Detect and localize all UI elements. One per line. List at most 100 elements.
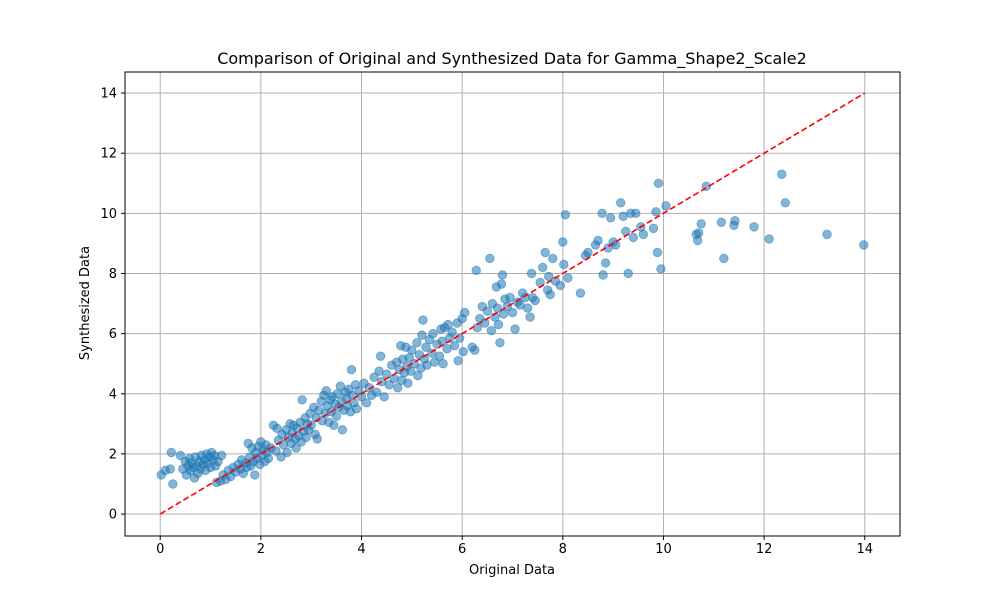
data-point bbox=[165, 464, 175, 474]
data-point bbox=[719, 253, 729, 264]
data-point bbox=[559, 259, 569, 270]
data-point bbox=[482, 306, 493, 316]
y-tick-label: 10 bbox=[100, 207, 117, 222]
data-point bbox=[443, 319, 453, 330]
data-point bbox=[555, 280, 566, 291]
data-point bbox=[544, 271, 554, 282]
reference-line bbox=[159, 92, 866, 515]
y-tick-label: 6 bbox=[109, 327, 117, 342]
y-tick-label: 8 bbox=[109, 267, 117, 282]
data-point bbox=[730, 216, 740, 226]
data-point bbox=[351, 404, 362, 414]
data-point bbox=[656, 264, 666, 274]
data-point bbox=[471, 265, 481, 276]
data-point bbox=[458, 346, 468, 357]
data-point bbox=[361, 398, 372, 408]
data-point bbox=[417, 330, 427, 340]
y-axis-label: Synthesized Data bbox=[78, 246, 93, 360]
data-points bbox=[156, 169, 869, 489]
data-point bbox=[526, 268, 537, 279]
data-point bbox=[381, 369, 392, 379]
data-point bbox=[447, 327, 457, 337]
x-tick-label: 8 bbox=[559, 542, 567, 557]
data-point bbox=[764, 234, 774, 244]
x-tick-label: 14 bbox=[856, 542, 873, 557]
data-point bbox=[346, 365, 357, 375]
data-point bbox=[384, 380, 394, 390]
data-point bbox=[403, 378, 413, 388]
data-point bbox=[434, 351, 445, 361]
data-point bbox=[438, 358, 448, 369]
data-point bbox=[412, 337, 422, 348]
data-point bbox=[623, 268, 633, 279]
y-tick-label: 14 bbox=[100, 87, 117, 102]
data-point bbox=[496, 279, 507, 289]
y-tick-label: 0 bbox=[109, 508, 117, 523]
data-point bbox=[470, 345, 480, 355]
data-point bbox=[250, 470, 260, 480]
data-point bbox=[610, 240, 621, 250]
data-point bbox=[329, 420, 339, 431]
data-point bbox=[505, 292, 515, 303]
data-point bbox=[493, 319, 504, 330]
data-point bbox=[486, 325, 497, 336]
data-point bbox=[449, 340, 460, 351]
data-point bbox=[661, 201, 671, 211]
x-tick-label: 0 bbox=[156, 542, 164, 557]
chart-title: Comparison of Original and Synthesized D… bbox=[217, 49, 807, 69]
data-point bbox=[166, 447, 176, 458]
data-point bbox=[331, 411, 342, 422]
data-point bbox=[375, 351, 386, 361]
data-point bbox=[653, 178, 664, 188]
data-point bbox=[652, 247, 663, 258]
data-point bbox=[530, 295, 540, 306]
data-point bbox=[507, 307, 518, 318]
data-point bbox=[272, 423, 282, 434]
data-point bbox=[337, 425, 348, 435]
data-point bbox=[605, 213, 616, 223]
data-point bbox=[558, 237, 568, 247]
data-point bbox=[593, 235, 603, 246]
data-point bbox=[454, 333, 465, 343]
data-point bbox=[263, 453, 274, 464]
data-point bbox=[522, 303, 533, 313]
data-point bbox=[575, 288, 586, 298]
data-point bbox=[537, 262, 548, 273]
data-point bbox=[428, 328, 438, 339]
data-point bbox=[379, 392, 389, 402]
data-point bbox=[548, 253, 558, 264]
data-point bbox=[600, 258, 611, 268]
data-point bbox=[459, 307, 470, 318]
data-point bbox=[777, 169, 787, 179]
data-point bbox=[583, 247, 593, 258]
data-point bbox=[749, 222, 759, 232]
data-point bbox=[563, 273, 573, 283]
data-point bbox=[525, 312, 535, 322]
x-tick-label: 10 bbox=[655, 542, 672, 557]
data-point bbox=[822, 229, 832, 240]
data-point bbox=[560, 210, 571, 220]
axis-ticks: 0 2 4 6 8 10 12 14 0 2 4 6 8 10 12 14 bbox=[100, 87, 873, 557]
data-point bbox=[638, 229, 649, 240]
data-point bbox=[175, 450, 186, 461]
data-point bbox=[321, 386, 331, 396]
data-point bbox=[393, 383, 403, 393]
y-tick-label: 4 bbox=[109, 387, 117, 402]
data-point bbox=[369, 372, 379, 382]
data-point bbox=[597, 208, 607, 219]
data-point bbox=[859, 240, 869, 250]
data-point bbox=[716, 217, 727, 228]
data-point bbox=[495, 337, 505, 348]
data-point bbox=[291, 443, 301, 453]
data-point bbox=[335, 381, 346, 391]
data-point bbox=[216, 450, 227, 461]
y-tick-label: 2 bbox=[109, 447, 117, 462]
x-tick-label: 12 bbox=[756, 542, 773, 557]
data-point bbox=[598, 270, 608, 280]
grid-lines bbox=[125, 72, 900, 536]
data-point bbox=[631, 208, 641, 219]
data-point bbox=[615, 198, 626, 208]
data-point bbox=[485, 253, 495, 264]
y-tick-label: 12 bbox=[100, 147, 117, 162]
